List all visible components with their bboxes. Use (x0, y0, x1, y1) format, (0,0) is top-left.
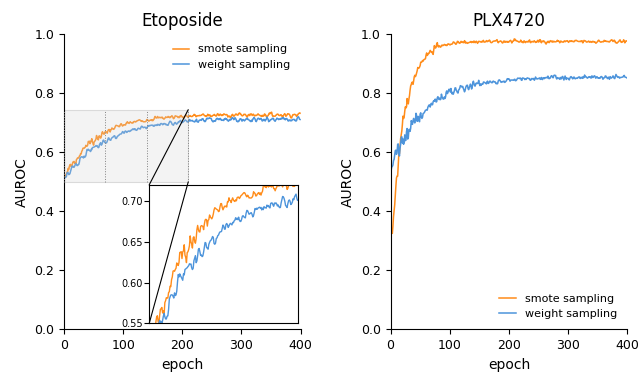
weight sampling (464, 86, 472, 91)
weight sampling (612, 72, 620, 77)
smote sampling (89, 141, 97, 146)
smote sampling (464, 41, 472, 45)
Legend: smote sampling, weight sampling: smote sampling, weight sampling (168, 40, 295, 74)
weight sampling (232, 116, 239, 121)
smote sampling (559, 40, 567, 44)
Line: smote sampling: smote sampling (390, 39, 627, 234)
smote sampling (232, 112, 240, 116)
Title: Etoposide: Etoposide (141, 12, 223, 30)
smote sampling (387, 231, 395, 236)
smote sampling (268, 110, 275, 115)
Legend: smote sampling, weight sampling: smote sampling, weight sampling (495, 290, 621, 324)
Title: PLX4720: PLX4720 (472, 12, 545, 30)
smote sampling (511, 37, 518, 41)
Y-axis label: AUROC: AUROC (15, 157, 29, 207)
Bar (64, 110, 188, 182)
weight sampling (416, 119, 424, 124)
smote sampling (387, 228, 394, 233)
smote sampling (416, 65, 424, 69)
weight sampling (387, 168, 395, 172)
weight sampling (557, 77, 565, 81)
smote sampling (296, 111, 304, 116)
smote sampling (61, 175, 68, 180)
smote sampling (209, 113, 217, 118)
Y-axis label: AUROC: AUROC (341, 157, 355, 207)
X-axis label: epoch: epoch (488, 358, 530, 372)
weight sampling (481, 80, 488, 85)
smote sampling (154, 115, 162, 120)
weight sampling (294, 115, 302, 119)
Line: weight sampling: weight sampling (390, 74, 627, 170)
weight sampling (559, 74, 566, 79)
weight sampling (296, 117, 304, 122)
weight sampling (536, 75, 543, 80)
weight sampling (209, 119, 216, 123)
weight sampling (154, 122, 161, 127)
weight sampling (230, 116, 238, 121)
X-axis label: epoch: epoch (161, 358, 204, 372)
weight sampling (88, 145, 96, 150)
smote sampling (623, 39, 630, 43)
smote sampling (536, 38, 544, 42)
smote sampling (60, 174, 68, 179)
smote sampling (481, 40, 488, 44)
weight sampling (623, 75, 630, 80)
Line: weight sampling: weight sampling (64, 117, 300, 180)
weight sampling (387, 165, 394, 170)
weight sampling (137, 125, 145, 129)
Line: smote sampling: smote sampling (64, 112, 300, 177)
smote sampling (558, 40, 566, 44)
smote sampling (138, 119, 145, 124)
weight sampling (60, 177, 68, 182)
smote sampling (231, 113, 239, 117)
